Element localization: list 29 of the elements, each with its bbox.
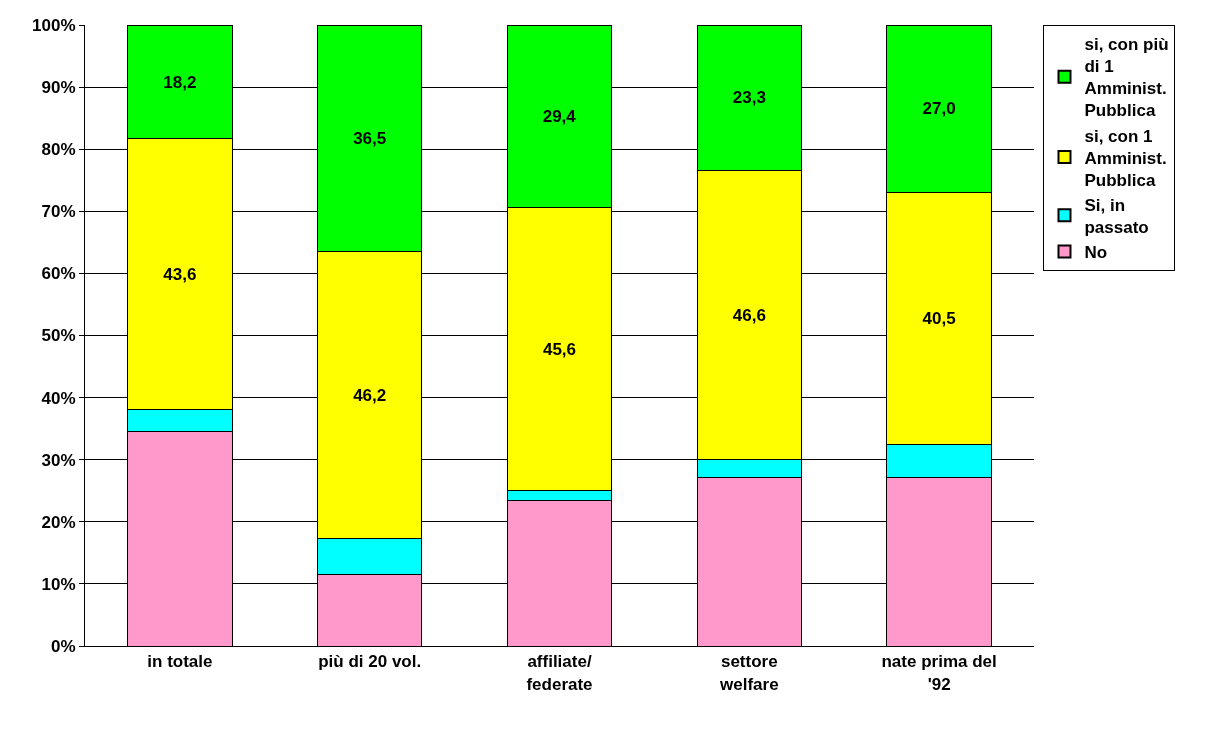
y-tick-label: 50% bbox=[41, 326, 76, 346]
data-label: 23,3 bbox=[732, 88, 766, 108]
y-tick-label: 40% bbox=[41, 388, 76, 408]
x-tick-label: più di 20 vol. bbox=[318, 652, 422, 672]
x-tick-label: affiliate/ federate bbox=[526, 652, 593, 694]
x-tick-label: in totale bbox=[147, 652, 213, 672]
y-tick-label: 10% bbox=[41, 574, 76, 594]
y-tick-label: 60% bbox=[41, 264, 76, 284]
y-tick-label: 100% bbox=[32, 15, 76, 35]
y-tick-label: 90% bbox=[41, 78, 76, 98]
data-label: 40,5 bbox=[922, 308, 956, 328]
y-tick-label: 70% bbox=[41, 202, 76, 222]
data-label: 46,6 bbox=[732, 305, 766, 325]
x-tick-label: settore welfare bbox=[719, 652, 779, 694]
data-label: 46,2 bbox=[353, 385, 387, 405]
x-tick-label: nate prima del '92 bbox=[881, 652, 997, 694]
legend-label: si, con 1 Amminist. Pubblica bbox=[1084, 126, 1167, 190]
data-label: 18,2 bbox=[163, 72, 197, 92]
data-label: 29,4 bbox=[542, 106, 577, 126]
data-label: 43,6 bbox=[163, 264, 197, 284]
y-tick-label: 30% bbox=[41, 450, 76, 470]
data-label: 36,5 bbox=[353, 128, 387, 148]
data-label: 27,0 bbox=[922, 99, 956, 119]
y-tick-label: 20% bbox=[41, 512, 76, 532]
y-tick-label: 80% bbox=[41, 140, 76, 160]
legend-label: No bbox=[1084, 243, 1108, 263]
legend-label: Si, in passato bbox=[1084, 195, 1149, 237]
data-label: 45,6 bbox=[542, 339, 577, 359]
y-tick-label: 0% bbox=[51, 636, 76, 656]
